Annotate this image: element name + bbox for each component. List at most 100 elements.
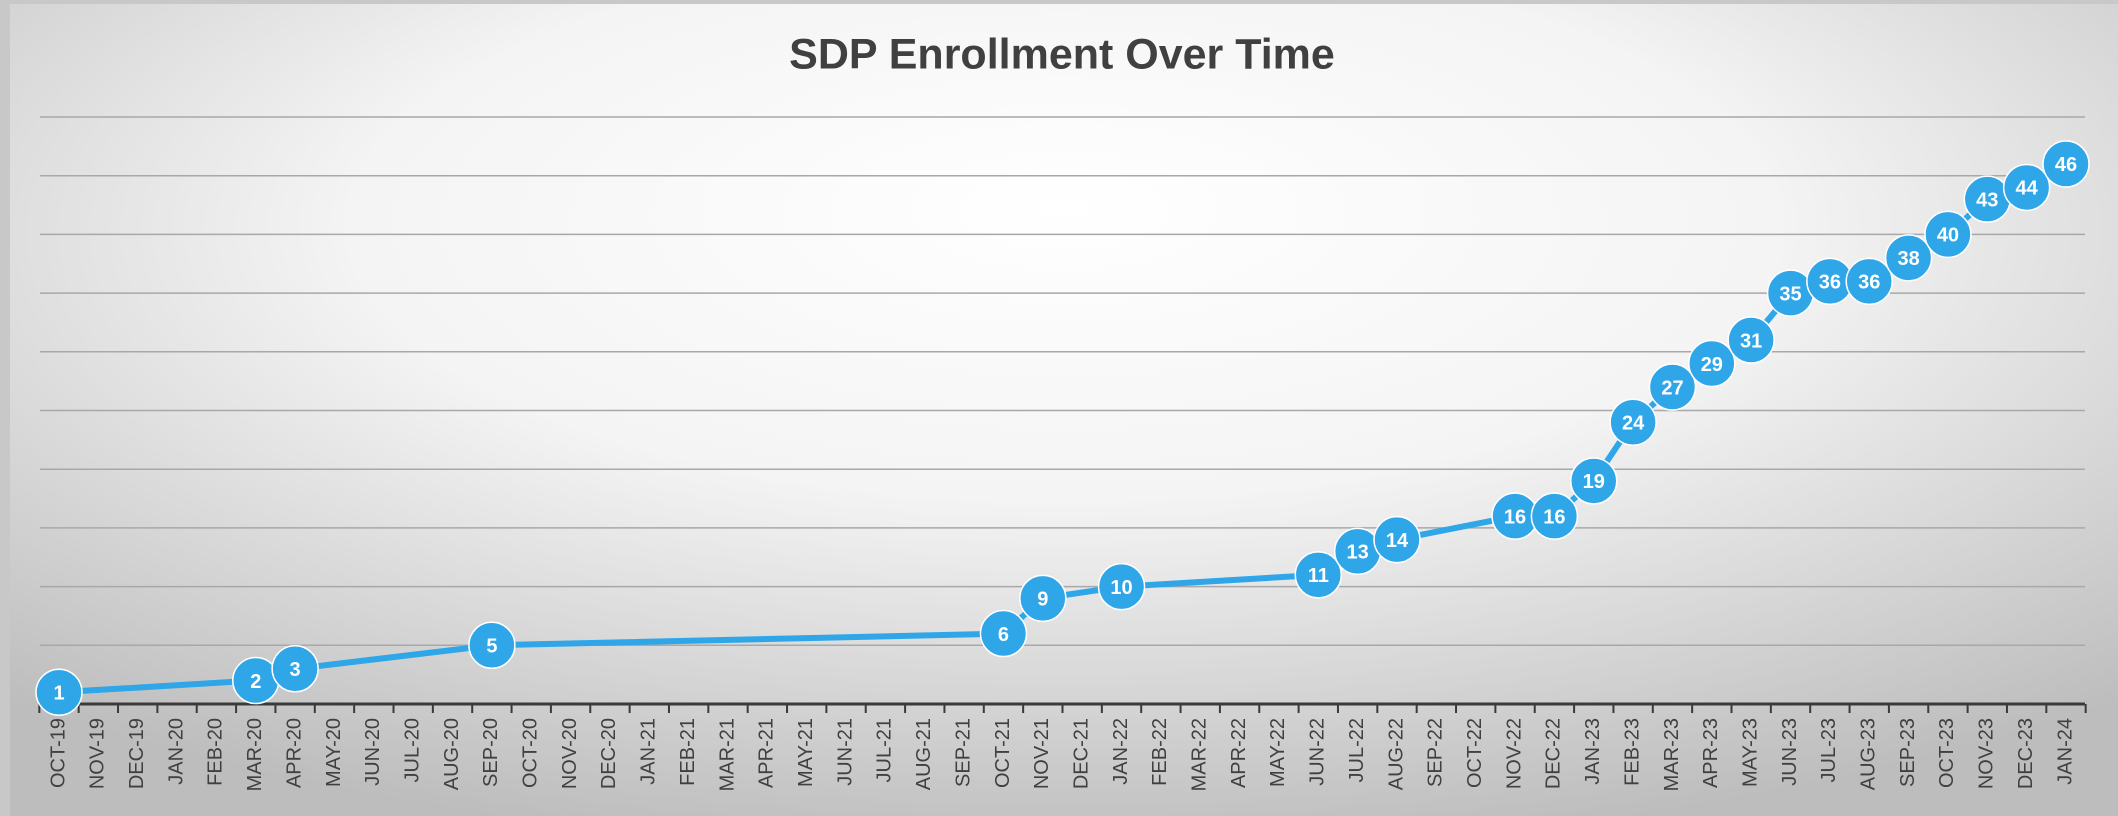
x-tick-label: AUG-21 — [913, 718, 935, 790]
data-label: 10 — [1110, 577, 1132, 599]
x-tick-label: SEP-23 — [1897, 718, 1919, 787]
data-label: 14 — [1386, 530, 1409, 552]
x-axis: OCT-19 NOV-19 DEC-19 JAN-20 FEB-20 MAR-20 APR-… — [38, 704, 2087, 791]
data-label: 43 — [1976, 189, 1998, 211]
marker — [1570, 457, 1618, 505]
marker — [1609, 398, 1657, 446]
x-tick-label: OCT-21 — [992, 718, 1014, 788]
x-tick-label: NOV-23 — [1976, 718, 1998, 789]
data-label: 16 — [1543, 506, 1565, 528]
data-label: 16 — [1504, 506, 1526, 528]
marker — [1019, 574, 1067, 623]
x-tick-label: APR-23 — [1700, 718, 1722, 788]
x-tick-label: MAY-20 — [323, 718, 345, 787]
x-tick-label: APR-20 — [283, 718, 305, 788]
x-tick-label: MAY-23 — [1739, 718, 1761, 787]
x-tick-label: AUG-23 — [1858, 718, 1880, 790]
x-tick-label: DEC-19 — [126, 718, 148, 789]
x-tick-label: APR-22 — [1228, 718, 1250, 788]
x-tick-label: DEC-23 — [2015, 718, 2037, 789]
x-tick-label: JUN-20 — [362, 718, 384, 786]
x-tick-label: NOV-22 — [1503, 718, 1525, 789]
data-label: 35 — [1779, 283, 1801, 305]
data-label: 36 — [1858, 272, 1880, 294]
data-label: 38 — [1897, 248, 1919, 270]
x-tick-label: JAN-22 — [1110, 718, 1132, 785]
data-label: 24 — [1622, 413, 1645, 435]
data-label: 19 — [1583, 471, 1605, 493]
data-label: 13 — [1347, 542, 1369, 564]
x-tick-label: JUL-20 — [401, 718, 423, 782]
data-label: 2 — [250, 671, 261, 693]
x-tick-label: FEB-20 — [205, 718, 227, 786]
marker — [2042, 140, 2090, 188]
data-label: 9 — [1037, 589, 1048, 611]
data-label: 5 — [486, 636, 497, 658]
data-label: 36 — [1819, 272, 1841, 294]
x-tick-label: MAY-22 — [1267, 718, 1289, 787]
x-tick-label: FEB-23 — [1621, 718, 1643, 786]
data-label: 29 — [1701, 354, 1723, 376]
x-tick-label: MAR-21 — [716, 718, 738, 791]
marker — [468, 621, 516, 670]
marker — [1845, 257, 1893, 306]
x-tick-label: JUN-23 — [1779, 718, 1801, 786]
x-tick-label: MAR-22 — [1189, 718, 1211, 791]
marker — [35, 668, 83, 717]
x-tick-label: OCT-19 — [47, 718, 69, 788]
chart-title: SDP Enrollment Over Time — [789, 30, 1335, 78]
marker — [1530, 492, 1579, 540]
x-tick-label: SEP-20 — [480, 718, 502, 787]
marker — [271, 645, 319, 693]
marker — [1688, 339, 1736, 388]
x-tick-label: MAR-23 — [1661, 718, 1683, 791]
x-tick-label: OCT-22 — [1464, 718, 1486, 788]
data-label: 1 — [53, 683, 64, 705]
data-label: 44 — [2016, 178, 2039, 200]
x-tick-label: OCT-23 — [1936, 718, 1958, 788]
data-label: 6 — [998, 624, 1009, 646]
x-tick-label: SEP-21 — [952, 718, 974, 787]
x-tick-label: DEC-21 — [1070, 718, 1092, 789]
data-label: 3 — [290, 659, 301, 681]
x-tick-label: MAY-21 — [795, 718, 817, 787]
marker — [979, 609, 1028, 658]
marker — [1727, 316, 1775, 364]
x-tick-label: OCT-20 — [520, 718, 542, 788]
data-label: 40 — [1937, 225, 1959, 247]
x-tick-label: JUN-22 — [1307, 718, 1329, 786]
x-tick-label: JAN-21 — [638, 718, 660, 785]
marker — [2002, 163, 2051, 212]
x-tick-label: DEC-22 — [1543, 718, 1565, 789]
x-tick-label: JAN-20 — [165, 718, 187, 785]
marker — [1884, 234, 1933, 282]
x-tick-label: FEB-22 — [1149, 718, 1171, 786]
x-tick-label: FEB-21 — [677, 718, 699, 786]
x-tick-label: JUL-23 — [1818, 718, 1840, 782]
data-label: 31 — [1740, 330, 1762, 352]
marker — [1294, 551, 1343, 599]
x-tick-label: NOV-19 — [87, 718, 109, 789]
data-label: 27 — [1661, 377, 1683, 399]
x-tick-label: JUN-21 — [834, 718, 856, 786]
x-tick-label: MAR-20 — [244, 718, 266, 791]
marker — [1648, 363, 1697, 411]
data-label: 11 — [1308, 565, 1329, 587]
x-tick-label: SEP-22 — [1425, 718, 1447, 787]
x-tick-label: NOV-20 — [559, 718, 581, 789]
data-label: 46 — [2055, 154, 2077, 176]
marker — [1373, 515, 1421, 564]
x-tick-label: APR-21 — [756, 718, 778, 788]
x-tick-label: JUL-21 — [874, 718, 896, 782]
x-tick-label: JAN-23 — [1582, 718, 1604, 785]
marker — [1097, 562, 1146, 611]
x-tick-label: DEC-20 — [598, 718, 620, 789]
x-tick-label: NOV-21 — [1031, 718, 1053, 789]
x-tick-label: JAN-24 — [2054, 718, 2076, 785]
x-tick-label: AUG-20 — [441, 718, 463, 790]
x-tick-label: AUG-22 — [1385, 718, 1407, 790]
marker — [1924, 210, 1972, 259]
x-tick-label: JUL-22 — [1346, 718, 1368, 782]
